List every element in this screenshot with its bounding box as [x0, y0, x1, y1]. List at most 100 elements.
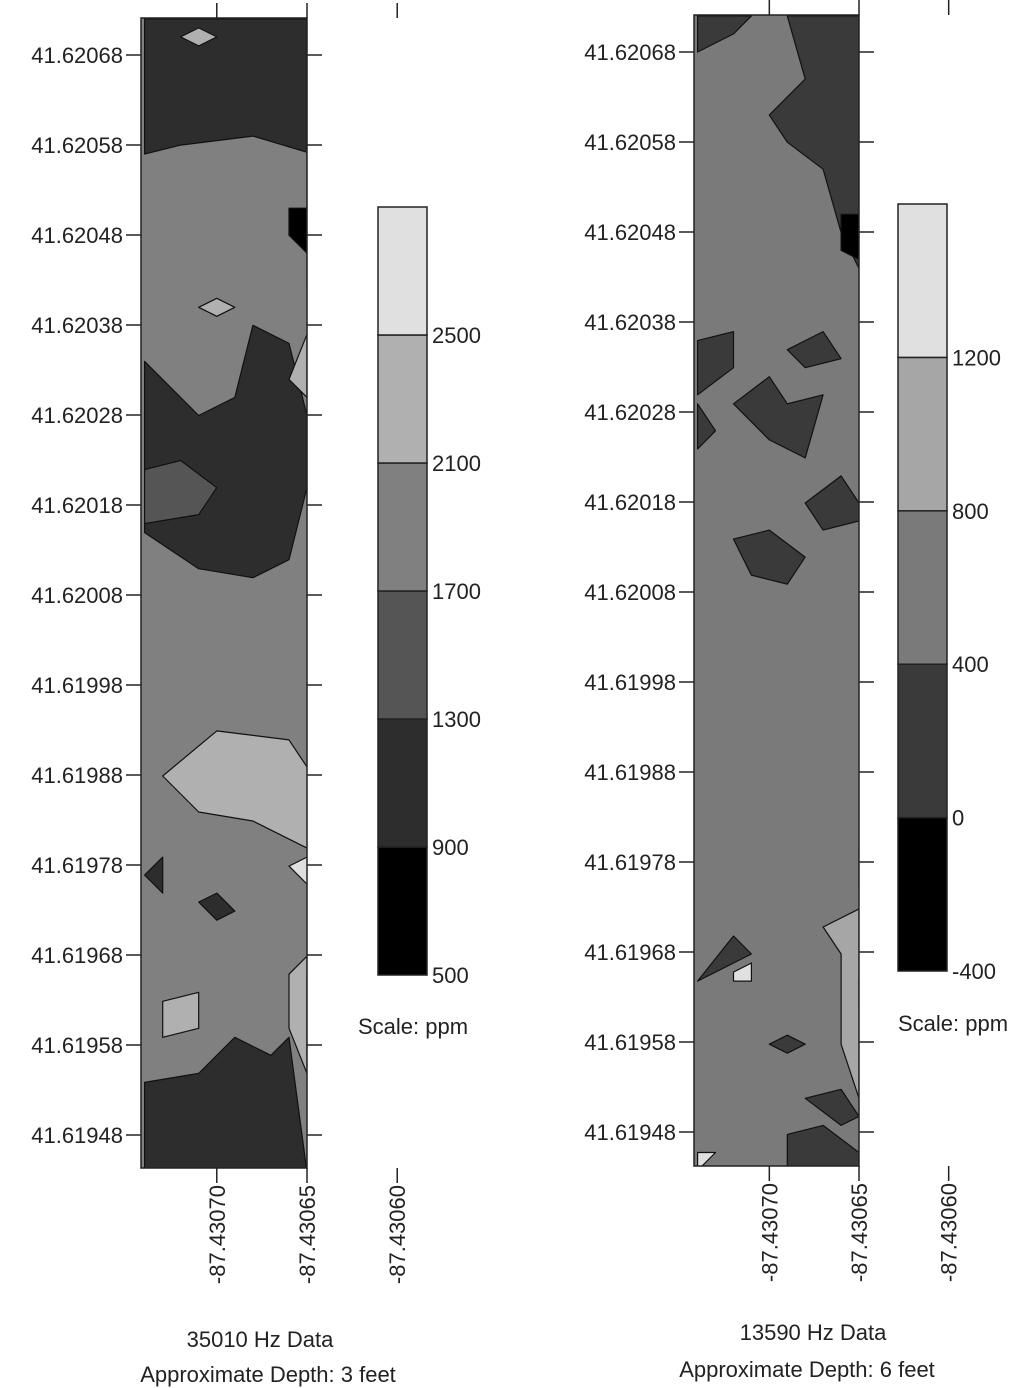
y-tick-label: 41.62008: [31, 583, 123, 608]
y-tick-label: 41.62068: [584, 40, 676, 65]
y-tick-label: 41.61948: [31, 1123, 123, 1148]
y-tick-label: 41.61998: [31, 673, 123, 698]
y-tick-label: 41.61988: [584, 760, 676, 785]
right-y-axis: 41.62068 41.62058 41.62048 41.62038 41.62028…: [584, 40, 874, 1145]
colorbar-swatch: [377, 462, 428, 592]
right-x-axis: -87.43070 -87.43065 -87.43060: [757, 0, 962, 1282]
y-tick-label: 41.62058: [31, 133, 123, 158]
left-contour-regions: [144, 18, 433, 1168]
colorbar-swatch: [377, 334, 428, 464]
y-tick-label: 41.62048: [584, 220, 676, 245]
contour-region: [288, 856, 307, 885]
colorbar-tick-label: 800: [952, 499, 989, 524]
contour-region: [696, 331, 735, 396]
contour-region: [180, 27, 218, 47]
colorbar-tick-label: 2500: [432, 323, 481, 348]
contour-region: [696, 1151, 717, 1166]
left-plot-frame: [140, 17, 308, 1169]
contour-region: [361, 109, 433, 145]
left-colorbar-label: Scale: ppm: [358, 1014, 468, 1039]
contour-region: [288, 333, 307, 398]
colorbar-tick-label: -400: [952, 959, 996, 984]
left-x-axis: -87.43070 -87.43065 -87.43060: [205, 3, 410, 1284]
y-tick-label: 41.61968: [584, 940, 676, 965]
y-tick-label: 41.61958: [31, 1033, 123, 1058]
contour-region: [288, 207, 307, 254]
y-tick-label: 41.62048: [31, 223, 123, 248]
y-tick-label: 41.62008: [584, 580, 676, 605]
colorbar-tick-label: 0: [952, 806, 964, 831]
left-plot-background: [141, 18, 307, 1168]
contour-region: [768, 1034, 806, 1054]
colorbar-tick-label: 400: [952, 652, 989, 677]
contour-region: [732, 962, 753, 982]
right-caption-depth: Approximate Depth: 6 feet: [679, 1357, 935, 1382]
y-tick-label: 41.62038: [584, 310, 676, 335]
x-tick-label: -87.43060: [385, 1185, 410, 1284]
colorbar-tick-label: 1300: [432, 707, 481, 732]
y-tick-label: 41.61988: [31, 763, 123, 788]
y-tick-label: 41.62018: [584, 490, 676, 515]
colorbar-swatch: [897, 356, 948, 512]
contour-region: [786, 1124, 859, 1166]
contour-region: [822, 908, 859, 1099]
contour-region: [696, 403, 717, 450]
contour-region: [732, 376, 824, 459]
contour-region: [732, 529, 806, 585]
contour-region: [198, 297, 236, 317]
colorbar-swatch: [897, 510, 948, 665]
left-plot-area: [141, 18, 433, 1168]
right-contour-regions: [696, 15, 859, 1166]
contour-region: [288, 955, 307, 1075]
colorbar-swatch: [897, 663, 948, 819]
left-caption-depth: Approximate Depth: 3 feet: [140, 1362, 396, 1387]
x-tick-label: -87.43060: [937, 1183, 962, 1282]
x-tick-label: -87.43070: [205, 1185, 230, 1284]
left-y-axis: 41.62068 41.62058 41.62048 41.62038 41.62028…: [31, 43, 322, 1148]
colorbar-tick-label: 1200: [952, 345, 1001, 370]
y-tick-label: 41.62068: [31, 43, 123, 68]
left-caption-frequency: 35010 Hz Data: [187, 1327, 335, 1352]
colorbar-tick-label: 900: [432, 835, 469, 860]
y-tick-label: 41.61958: [584, 1030, 676, 1055]
contour-region: [696, 935, 753, 982]
y-tick-label: 41.61978: [584, 850, 676, 875]
contour-region: [768, 15, 859, 270]
contour-region: [144, 18, 307, 290]
right-plot-frame: [693, 14, 860, 1167]
right-colorbar-label: Scale: ppm: [898, 1011, 1008, 1036]
colorbar-swatch: [897, 203, 948, 359]
y-tick-label: 41.61948: [584, 1120, 676, 1145]
contour-region: [144, 459, 218, 525]
contour-region: [696, 15, 753, 53]
y-tick-label: 41.62058: [584, 130, 676, 155]
contour-region: [804, 475, 859, 531]
contour-region: [804, 1088, 859, 1127]
y-tick-label: 41.61968: [31, 943, 123, 968]
y-tick-label: 41.62038: [31, 313, 123, 338]
left-colorbar: 500 900 1300 1700 2100 2500: [377, 206, 481, 988]
y-tick-label: 41.62018: [31, 493, 123, 518]
right-caption-frequency: 13590 Hz Data: [740, 1320, 888, 1345]
colorbar-swatch: [377, 590, 428, 720]
x-tick-label: -87.43065: [847, 1183, 872, 1282]
contour-region: [144, 856, 164, 894]
contour-region: [144, 1036, 307, 1168]
contour-region: [162, 991, 200, 1038]
right-contour-map: 41.62068 41.62058 41.62048 41.62038 41.62028…: [584, 0, 1008, 1382]
x-tick-label: -87.43070: [757, 1183, 782, 1282]
y-tick-label: 41.62028: [584, 400, 676, 425]
colorbar-swatch: [377, 206, 428, 336]
contour-region: [840, 213, 859, 261]
right-plot-area: [694, 15, 859, 1166]
right-plot-background: [694, 15, 859, 1166]
colorbar-tick-label: 500: [432, 963, 469, 988]
y-tick-label: 41.61978: [31, 853, 123, 878]
colorbar-tick-label: 1700: [432, 579, 481, 604]
x-tick-label: -87.43065: [295, 1185, 320, 1284]
right-colorbar: -400 0 400 800 1200: [897, 203, 1001, 984]
colorbar-swatch: [377, 718, 428, 848]
colorbar-swatch: [377, 846, 428, 976]
contour-region: [162, 730, 307, 849]
